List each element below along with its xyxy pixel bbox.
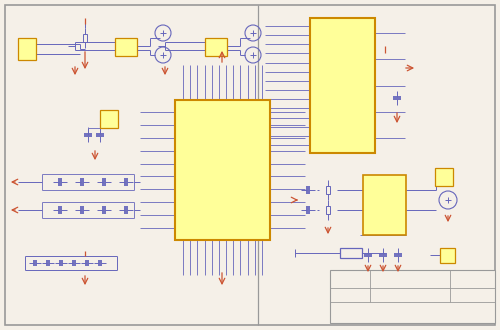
Bar xyxy=(18,38,36,60)
Bar xyxy=(115,38,137,56)
Bar xyxy=(326,186,330,194)
Bar xyxy=(330,270,495,323)
Bar xyxy=(310,18,375,153)
Bar xyxy=(175,100,270,240)
Bar xyxy=(326,206,330,214)
Bar xyxy=(435,168,453,186)
Bar xyxy=(82,34,87,42)
Bar xyxy=(100,110,118,128)
Bar xyxy=(340,248,362,258)
Bar xyxy=(440,248,455,263)
Bar xyxy=(205,38,227,56)
Bar xyxy=(363,175,406,235)
